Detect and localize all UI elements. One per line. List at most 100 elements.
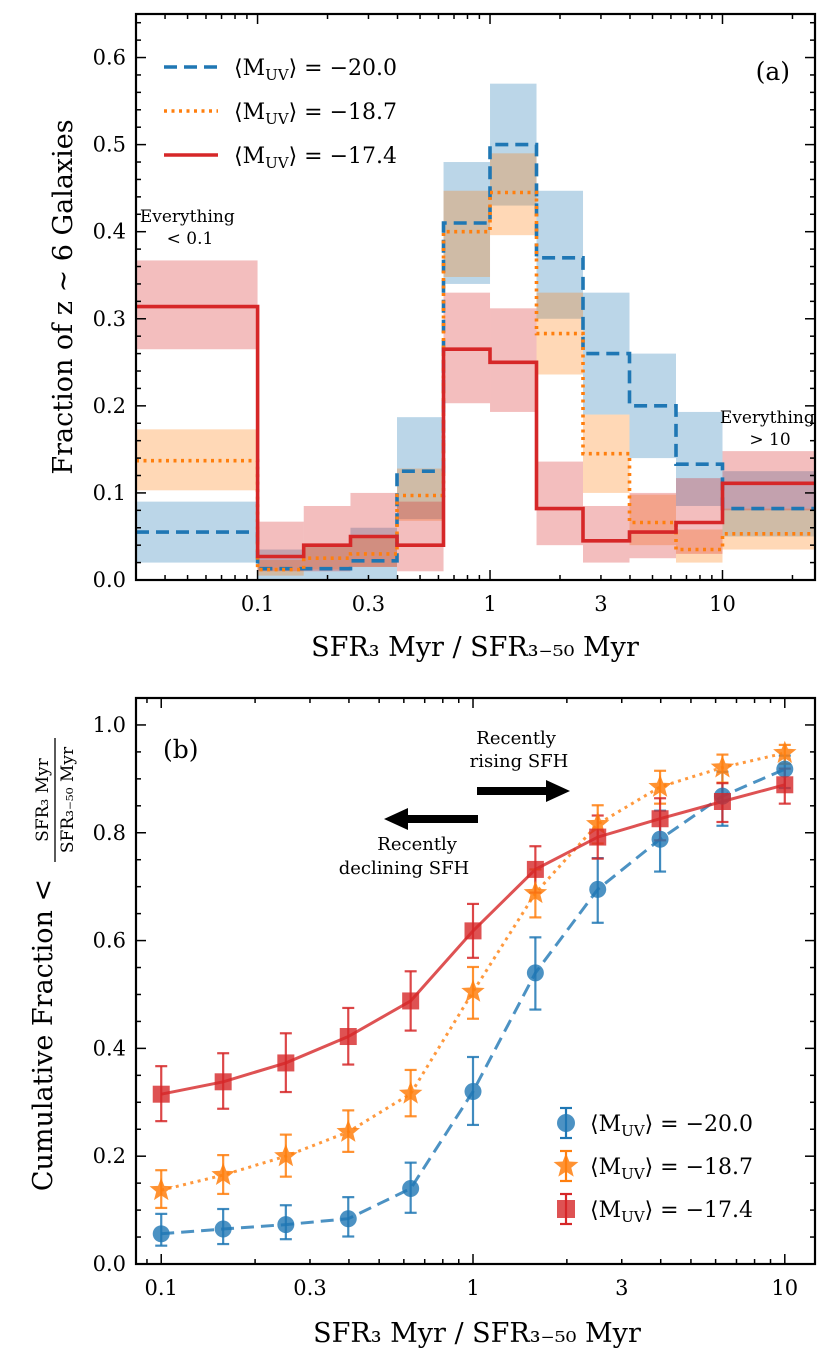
band-series2-bin11	[722, 451, 815, 511]
panel-b-ticks: 0.1 0.3 1 3 10 0.0 0.2 0.4 0.6 0.8 1.0	[93, 697, 815, 1300]
marker-series2-pt9	[713, 792, 731, 810]
marker-series1-pt8	[648, 774, 672, 797]
a-ytick-label-0: 0.0	[93, 568, 126, 592]
b-ytick-label-3: 0.6	[93, 929, 126, 953]
marker-series1-pt6	[523, 880, 548, 904]
b-ytick-label-2: 0.4	[93, 1036, 126, 1060]
marker-series1-pt9	[710, 755, 735, 778]
panel-b-label: (b)	[163, 735, 199, 764]
marker-series2-pt6	[526, 860, 544, 878]
band-series2-bin1	[257, 521, 304, 572]
marker-series2-pt2	[277, 1054, 295, 1072]
marker-series2-pt5	[464, 922, 482, 940]
marker-series0-pt10	[776, 760, 794, 778]
marker-series1-pt3	[336, 1119, 360, 1142]
legend-b-marker-2	[557, 1200, 575, 1218]
marker-series2-pt8	[651, 810, 669, 828]
b-xtick-label-2: 1	[466, 1276, 479, 1300]
marker-series0-pt8	[651, 830, 669, 848]
band-series0-bin7	[536, 190, 584, 319]
b-xtick-label-0: 0.1	[145, 1276, 178, 1300]
legend-a-label-2: ⟨MUV⟩ = −17.4	[234, 144, 397, 172]
arrow-left-icon	[384, 808, 478, 830]
marker-series2-pt1	[214, 1073, 232, 1091]
a-xtick-label-1: 0.3	[352, 592, 385, 616]
a-ytick-label-6: 0.6	[93, 46, 126, 70]
svg-text:Recently rising SFH: Recently rising SFH	[470, 728, 569, 772]
panel-a-step-lines	[136, 142, 815, 572]
panel-b-y-axis-label: Cumulative Fraction < SFR₃ Myr SFR₃₋₅₀ M…	[28, 738, 78, 1191]
panel-a-y-axis-label: Fraction of z ∼ 6 Galaxies	[48, 119, 79, 474]
panel-a-ticks: 0.1 0.3 1 3 10 0.0 0.1 0.2 0.3 0.4 0.5 0.6	[93, 14, 815, 616]
band-series2-bin2	[303, 505, 351, 572]
marker-series2-pt0	[152, 1085, 170, 1103]
b-ytick-label-5: 1.0	[93, 713, 126, 737]
marker-series1-pt0	[149, 1177, 173, 1201]
b-ytick-label-1: 0.2	[93, 1144, 126, 1168]
band-series0-bin1	[257, 549, 304, 580]
band-series1-bin10	[676, 529, 723, 563]
step-line-series2	[136, 304, 815, 559]
band-series2-bin4	[397, 501, 444, 572]
a-xtick-label-3: 3	[594, 592, 607, 616]
marker-series1-pt1	[211, 1162, 235, 1185]
step-line-series0	[136, 142, 815, 571]
annotation-rising: Recently rising SFH	[470, 728, 570, 802]
legend-b-label-0: ⟨MUV⟩ = −20.0	[590, 1112, 753, 1140]
b-xtick-label-3: 3	[615, 1276, 628, 1300]
a-xtick-label-0: 0.1	[241, 592, 274, 616]
marker-series0-pt4	[402, 1180, 420, 1198]
a-ytick-label-5: 0.5	[93, 133, 126, 157]
panel-b-markers	[149, 740, 797, 1243]
a-ytick-label-2: 0.2	[93, 394, 126, 418]
a-ytick-label-3: 0.3	[93, 307, 126, 331]
panel-b-frame	[134, 696, 817, 1266]
legend-b-marker-0	[557, 1114, 575, 1132]
legend-a-label-1: ⟨MUV⟩ = −18.7	[234, 100, 397, 128]
a-xtick-label-4: 10	[709, 592, 736, 616]
marker-series1-pt2	[274, 1143, 298, 1167]
panel-b-x-axis-label: SFR₃ Myr / SFR₃₋₅₀ Myr	[313, 1318, 641, 1349]
marker-series2-pt7	[589, 828, 607, 846]
band-series2-bin7	[536, 461, 584, 546]
series-line-1	[160, 751, 786, 1192]
marker-series0-pt6	[526, 964, 544, 982]
svg-text:Cumulative Fraction <: Cumulative Fraction <	[28, 879, 59, 1191]
a-ytick-label-1: 0.1	[93, 481, 126, 505]
marker-series0-pt5	[464, 1083, 482, 1101]
a-xtick-label-2: 1	[483, 592, 496, 616]
marker-series1-pt7	[586, 811, 610, 835]
marker-series0-pt1	[214, 1220, 232, 1238]
marker-series0-pt3	[339, 1210, 357, 1228]
band-series2-bin10	[676, 478, 723, 554]
marker-series2-pt10	[776, 776, 794, 794]
band-series1-bin2	[303, 545, 351, 570]
marker-series1-pt5	[461, 979, 485, 1002]
panel-a-histogram: 0.1 0.3 1 3 10 0.0 0.1 0.2 0.3 0.4 0.5 0.6 (a) ⟨MUV…	[48, 12, 820, 663]
svg-text:SFR₃ Myr: SFR₃ Myr	[33, 757, 53, 841]
band-series1-bin11	[722, 508, 815, 550]
panel-a-frame	[134, 12, 817, 582]
a-ytick-label-4: 0.4	[93, 220, 126, 244]
annotation-everything-low: Everything < 0.1	[140, 207, 240, 249]
b-ytick-label-0: 0.0	[93, 1252, 126, 1276]
panel-b-cumulative: 0.1 0.3 1 3 10 0.0 0.2 0.4 0.6 0.8 1.0 (b) Recentl…	[28, 696, 817, 1349]
panel-a-label: (a)	[756, 57, 790, 86]
annotation-everything-high: Everything > 10	[720, 408, 820, 450]
band-series1-bin9	[629, 494, 677, 546]
b-xtick-label-4: 10	[771, 1276, 798, 1300]
band-series2-bin9	[629, 492, 677, 559]
legend-b-label-2: ⟨MUV⟩ = −17.4	[590, 1198, 753, 1226]
panel-a-x-axis-label: SFR₃ Myr / SFR₃₋₅₀ Myr	[311, 632, 639, 663]
band-series2-bin3	[350, 492, 398, 567]
svg-text:Recently declining SFH: Recently declining SFH	[339, 834, 469, 879]
band-series1-bin5	[443, 190, 491, 277]
band-series0-bin2	[303, 545, 351, 580]
marker-series2-pt4	[402, 992, 420, 1010]
band-series2-bin6	[490, 308, 537, 412]
panel-a-legend: ⟨MUV⟩ = −20.0 ⟨MUV⟩ = −18.7 ⟨MUV⟩ = −17.4	[164, 56, 397, 172]
marker-series0-pt7	[589, 880, 607, 898]
legend-b-marker-1	[553, 1153, 579, 1177]
marker-series1-pt10	[773, 740, 797, 763]
